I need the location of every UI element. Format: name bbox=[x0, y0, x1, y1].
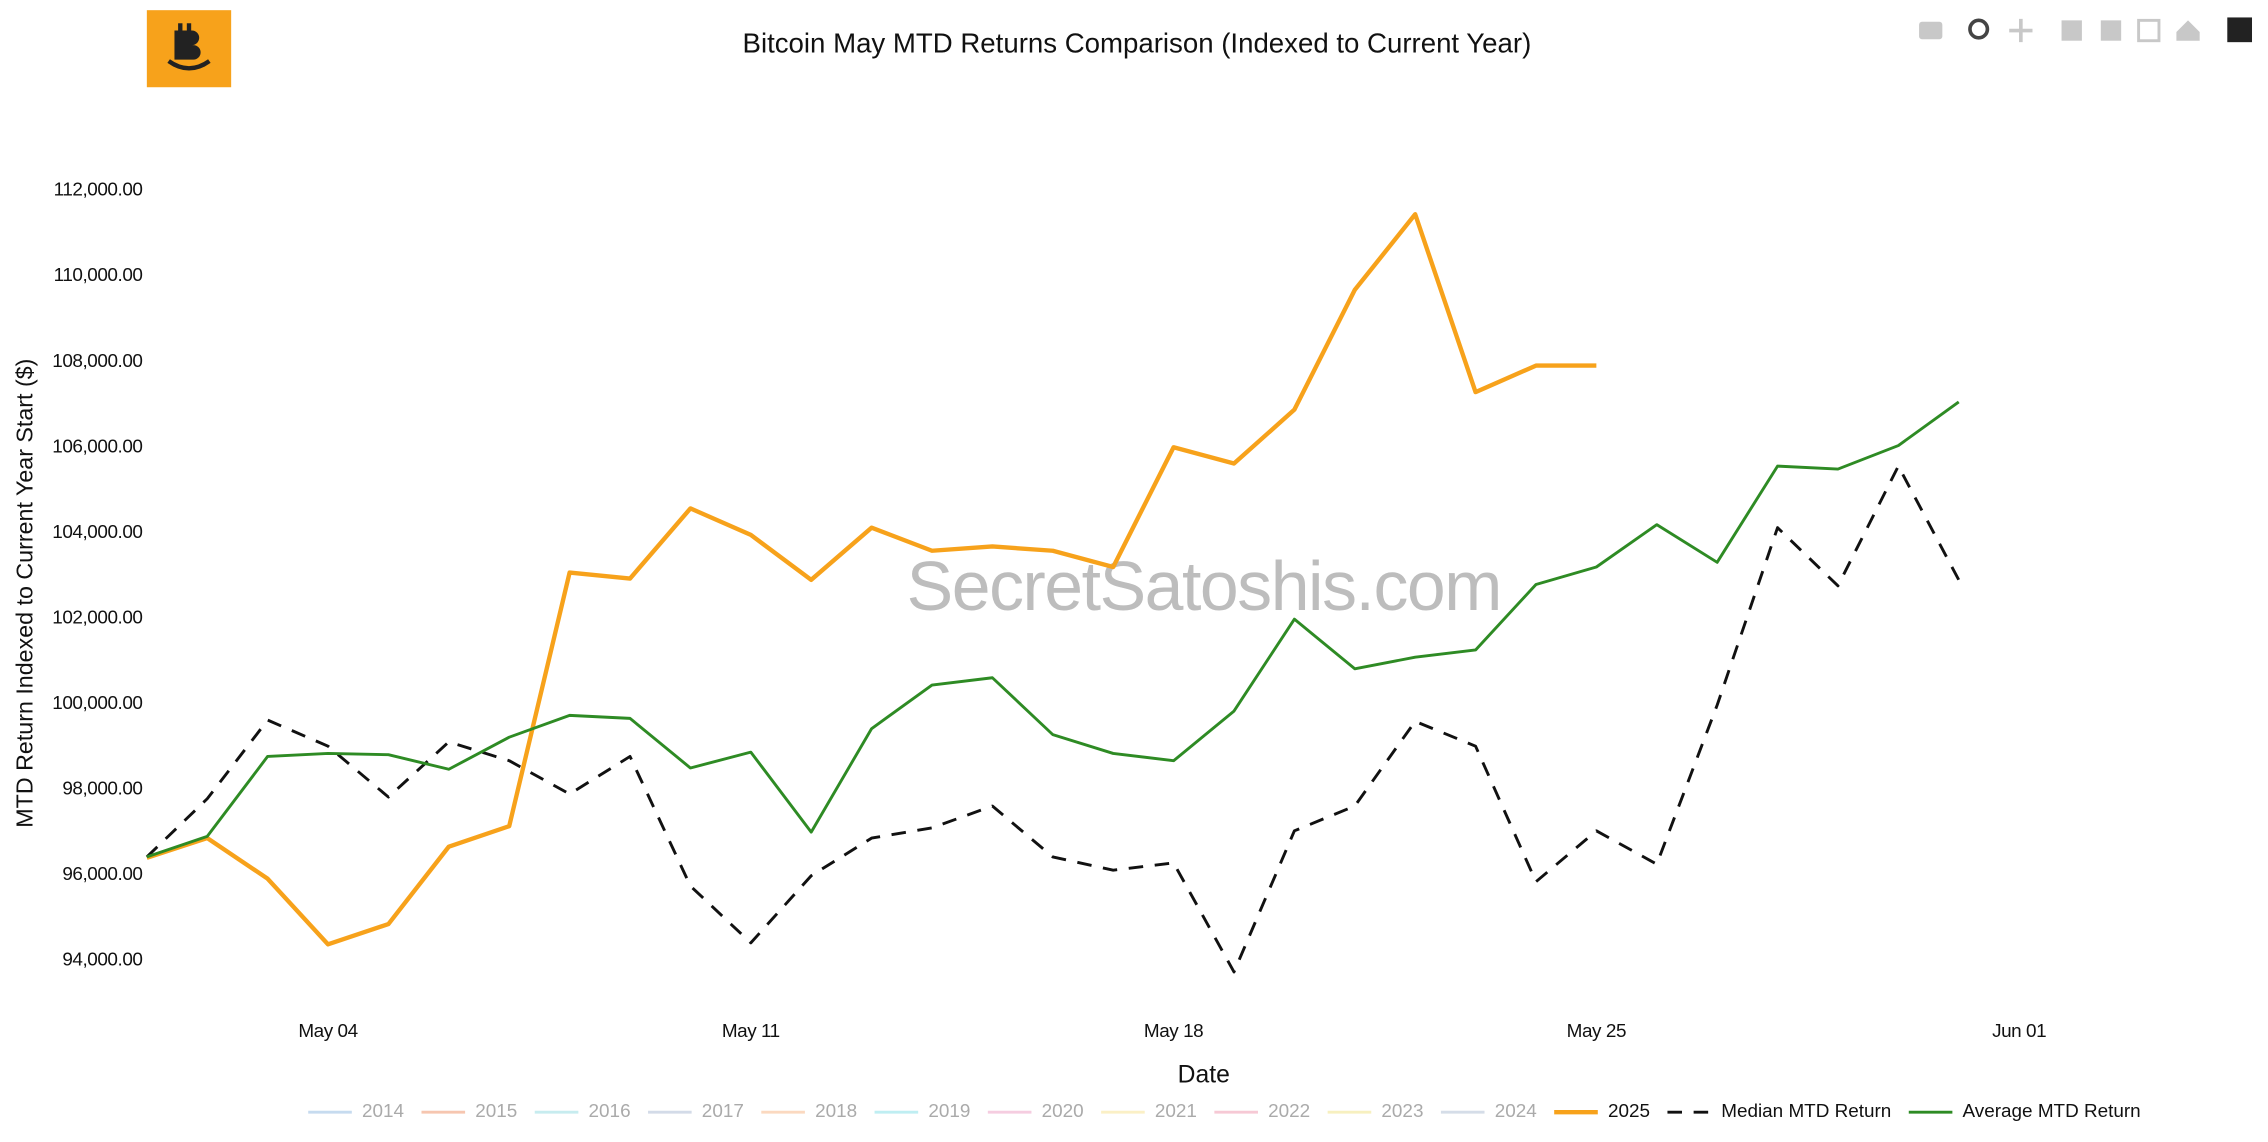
series-line bbox=[146, 400, 1960, 859]
y-tick-label: 100,000.00 bbox=[52, 693, 142, 714]
y-axis-title: MTD Return Indexed to Current Year Start… bbox=[11, 359, 37, 828]
x-tick-label: May 25 bbox=[1567, 1021, 1626, 1042]
legend-item: Average MTD Return bbox=[1908, 1101, 2141, 1122]
y-tick-label: 112,000.00 bbox=[54, 180, 143, 201]
legend-item: 2017 bbox=[648, 1101, 744, 1122]
x-axis-title: Date bbox=[1178, 1061, 1230, 1088]
camera-icon[interactable] bbox=[1919, 21, 1943, 40]
legend-item: 2014 bbox=[308, 1101, 404, 1122]
legend-label: 2017 bbox=[702, 1101, 744, 1122]
legend-label: 2025 bbox=[1608, 1101, 1650, 1122]
plotly-icon[interactable] bbox=[2227, 17, 2253, 43]
y-tick-label: 110,000.00 bbox=[54, 265, 143, 286]
toolbar[interactable] bbox=[1919, 17, 2253, 43]
y-tick-label: 96,000.00 bbox=[62, 864, 142, 885]
zoom-in-icon[interactable] bbox=[2061, 20, 2082, 41]
zoom-icon[interactable] bbox=[1968, 18, 1990, 40]
legend-item: Median MTD Return bbox=[1667, 1101, 1891, 1122]
legend-label: 2016 bbox=[589, 1101, 631, 1122]
y-tick-label: 106,000.00 bbox=[52, 436, 142, 457]
legend-item: 2020 bbox=[987, 1101, 1084, 1122]
legend-item: 2021 bbox=[1101, 1101, 1197, 1122]
legend-item: 2019 bbox=[874, 1101, 970, 1122]
y-tick-label: 94,000.00 bbox=[62, 949, 142, 970]
series-line bbox=[145, 464, 1961, 974]
legend-item: 2015 bbox=[421, 1101, 517, 1122]
y-tick-label: 102,000.00 bbox=[52, 607, 142, 628]
legend-label: 2021 bbox=[1155, 1101, 1197, 1122]
legend-label: 2023 bbox=[1381, 1101, 1423, 1122]
autoscale-icon[interactable] bbox=[2137, 18, 2161, 43]
x-tick-label: Jun 01 bbox=[1992, 1021, 2046, 1042]
logo-icon bbox=[167, 23, 211, 71]
legend-label: 2015 bbox=[475, 1101, 517, 1122]
watermark: SecretSatoshis.com bbox=[907, 547, 1501, 625]
legend-label: 2014 bbox=[362, 1101, 404, 1122]
legend-label: 2018 bbox=[815, 1101, 857, 1122]
y-tick-label: 108,000.00 bbox=[52, 351, 142, 372]
x-tick-label: May 18 bbox=[1144, 1021, 1203, 1042]
legend-item: 2023 bbox=[1327, 1101, 1423, 1122]
legend-item: 2024 bbox=[1440, 1101, 1537, 1122]
y-tick-label: 98,000.00 bbox=[62, 778, 142, 799]
legend-label: 2019 bbox=[928, 1101, 970, 1122]
legend-label: 2022 bbox=[1268, 1101, 1310, 1122]
legend-label: Average MTD Return bbox=[1963, 1101, 2141, 1122]
chart-title: Bitcoin May MTD Returns Comparison (Inde… bbox=[743, 27, 1532, 58]
legend-label: Median MTD Return bbox=[1721, 1101, 1891, 1122]
legend-item: 2025 bbox=[1554, 1101, 1650, 1122]
series-line bbox=[146, 212, 1597, 947]
legend-item: 2016 bbox=[534, 1101, 631, 1122]
zoom-out-icon[interactable] bbox=[2100, 20, 2122, 41]
y-tick-label: 104,000.00 bbox=[52, 522, 142, 543]
legend-item: 2022 bbox=[1214, 1101, 1310, 1122]
legend-item: 2018 bbox=[761, 1101, 857, 1122]
legend-label: 2024 bbox=[1495, 1101, 1537, 1122]
x-tick-label: May 11 bbox=[722, 1021, 780, 1042]
pan-icon[interactable] bbox=[2009, 18, 2033, 43]
legend-label: 2020 bbox=[1042, 1101, 1084, 1122]
x-tick-label: May 04 bbox=[298, 1021, 357, 1042]
home-icon[interactable] bbox=[2176, 20, 2200, 41]
